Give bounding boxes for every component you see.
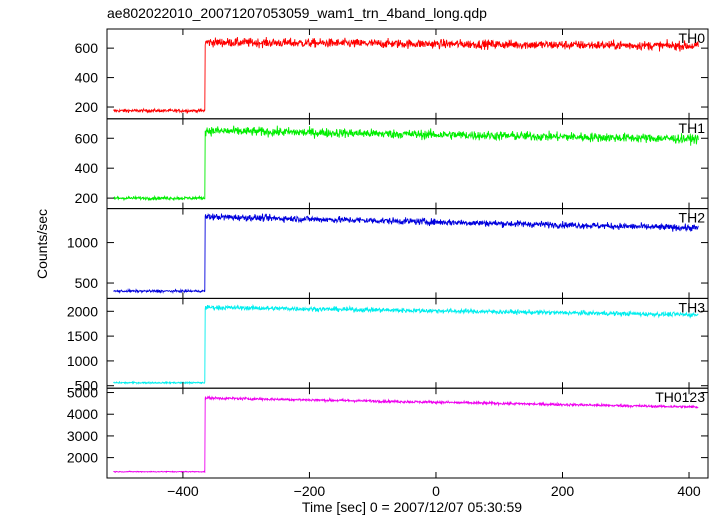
y-tick-label: 1000 xyxy=(67,235,98,251)
x-tick-label: 400 xyxy=(677,483,701,499)
panel-th3: 500 1000 1500 2000 TH3 xyxy=(67,297,709,394)
y-tick-label: 500 xyxy=(75,275,99,291)
series-line-th0123 xyxy=(113,395,699,474)
panel-frame xyxy=(106,297,709,389)
y-tick-label: 400 xyxy=(75,70,99,86)
y-tick-label: 400 xyxy=(75,160,99,176)
y-tick-label: 3000 xyxy=(67,428,98,444)
y-tick-label: 200 xyxy=(75,99,99,115)
y-tick-label: 1500 xyxy=(67,328,98,344)
y-tick-label: 200 xyxy=(75,190,99,206)
y-tick-label: 1000 xyxy=(67,353,98,369)
y-tick-label: 4000 xyxy=(67,406,98,422)
panel-th2: 500 1000 TH2 xyxy=(67,208,709,299)
panel-label-th0: TH0 xyxy=(679,30,706,46)
panel-frame xyxy=(106,118,709,210)
panel-th0123: 2000 3000 4000 5000 TH0123 xyxy=(67,385,709,479)
panel-th0: 200 400 600 TH0 xyxy=(75,28,709,120)
panel-label-th3: TH3 xyxy=(679,299,706,315)
x-tick-label: 0 xyxy=(432,483,440,499)
panel-frame xyxy=(106,387,709,479)
y-tick-label: 2000 xyxy=(67,303,98,319)
x-tick-label: −200 xyxy=(294,483,326,499)
x-tick-label: −400 xyxy=(167,483,199,499)
panels-group: 200 400 600 TH0 200 400 600 TH1 500 1000 TH2 500 100… xyxy=(67,28,709,499)
y-tick-label: 600 xyxy=(75,130,99,146)
panel-frame xyxy=(106,208,709,299)
panel-label-th0123: TH0123 xyxy=(655,389,705,405)
series-line-th0 xyxy=(113,36,699,115)
panel-label-th2: TH2 xyxy=(679,210,706,226)
y-axis-label: Counts/sec xyxy=(34,209,50,279)
x-axis-label: Time [sec] 0 = 2007/12/07 05:30:59 xyxy=(302,499,522,515)
y-tick-label: 5000 xyxy=(67,385,98,401)
series-line-th2 xyxy=(113,212,699,295)
x-tick-label: 200 xyxy=(551,483,575,499)
panel-th1: 200 400 600 TH1 xyxy=(75,118,709,210)
y-tick-label: 500 xyxy=(75,378,99,394)
series-line-th1 xyxy=(113,125,699,202)
y-tick-label: 2000 xyxy=(67,450,98,466)
series-line-th3 xyxy=(113,303,699,386)
y-tick-label: 600 xyxy=(75,40,99,56)
panel-label-th1: TH1 xyxy=(679,120,706,136)
chart-title: ae802022010_20071207053059_wam1_trn_4ban… xyxy=(107,5,487,21)
